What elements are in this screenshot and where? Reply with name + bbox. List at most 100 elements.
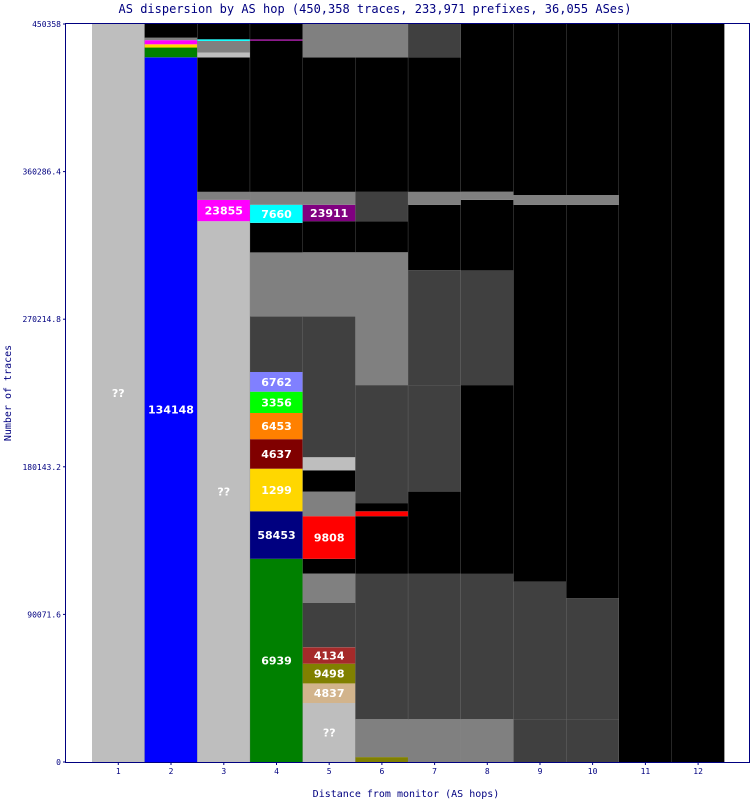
bar-segment-hop6-11 (355, 24, 409, 58)
segment-label-hop1-0: ?? (112, 387, 125, 400)
segment-label-hop3-1: 23855 (205, 205, 243, 218)
bar-segment-hop1-0 (92, 24, 145, 762)
bar-segment-hop5-11 (302, 316, 356, 458)
x-tick-label-4: 4 (274, 767, 279, 776)
segment-label-hop3-0: ?? (217, 486, 230, 499)
segment-label-hop5-14: 23911 (310, 207, 348, 220)
bar-segment-hop2-0 (144, 57, 198, 762)
bar-segment-hop4-9 (250, 222, 303, 253)
hop-bar-7 (408, 24, 462, 762)
segment-label-hop5-0: ?? (323, 727, 336, 740)
x-tick-label-3: 3 (221, 767, 226, 776)
hop-bar-6 (355, 24, 409, 762)
bar-segment-hop6-6 (355, 385, 409, 504)
x-tick-label-7: 7 (432, 767, 437, 776)
bar-segment-hop5-3 (302, 647, 356, 664)
bar-segment-hop3-3 (197, 57, 251, 192)
bar-segment-hop6-9 (355, 191, 409, 222)
bar-segment-hop9-2 (513, 204, 567, 582)
hop-bar-1: ?? (92, 24, 145, 762)
bar-segment-hop9-1 (513, 581, 567, 720)
bar-segment-hop7-2 (408, 491, 461, 574)
bar-segment-hop5-9 (302, 470, 356, 492)
bar-segment-hop3-5 (197, 41, 251, 53)
hop-bar-5: ?? 4837 9498 4134 9808 23911 (302, 24, 356, 762)
y-tick-label-0: 0 (56, 758, 61, 767)
bar-segment-hop3-7 (197, 24, 251, 40)
bar-segment-hop4-13 (250, 39, 303, 41)
bar-segment-hop5-0 (302, 703, 356, 762)
bar-segment-hop12-0 (671, 24, 725, 762)
x-tick-label-6: 6 (379, 767, 384, 776)
bar-segment-hop5-16 (302, 57, 356, 192)
bar-segment-hop8-4 (460, 199, 514, 271)
bar-segment-hop5-14 (302, 204, 356, 222)
chart-title: AS dispersion by AS hop (450,358 traces,… (119, 2, 632, 16)
bar-segment-hop4-3 (250, 439, 303, 469)
bar-segment-hop5-5 (302, 573, 356, 603)
bar-segment-hop4-8 (250, 252, 303, 317)
bar-segment-hop7-8 (408, 24, 461, 58)
bar-segment-hop7-0 (408, 719, 461, 762)
x-tick-label-1: 1 (116, 767, 121, 776)
bar-segment-hop4-7 (250, 316, 303, 372)
bar-segment-hop6-1 (355, 719, 409, 758)
bar-segment-hop4-10 (250, 204, 303, 223)
bar-segment-hop2-4 (144, 37, 198, 41)
bar-segment-hop5-15 (302, 191, 356, 205)
bar-segment-hop2-3 (144, 40, 198, 45)
bar-segment-hop5-1 (302, 683, 356, 703)
x-axis: 1 2 3 4 5 6 7 8 9 10 11 12 (116, 762, 703, 776)
bar-segment-hop5-17 (302, 24, 356, 58)
hop-bars: ?? 134148?? 23855 6939 58453 1299 4637 6453 3356… (92, 24, 725, 762)
hop-bar-8 (460, 24, 514, 762)
bar-segment-hop6-0 (355, 757, 409, 762)
hop-bar-9 (513, 24, 567, 762)
bar-segment-hop3-4 (197, 52, 251, 58)
bar-segment-hop3-2 (197, 191, 251, 200)
segment-label-hop4-2: 1299 (261, 484, 292, 497)
bar-segment-hop5-8 (302, 491, 356, 517)
bar-segment-hop4-11 (250, 191, 303, 205)
bar-segment-hop8-5 (460, 191, 514, 200)
segment-label-hop4-6: 6762 (261, 376, 292, 389)
bar-segment-hop5-2 (302, 663, 356, 684)
bar-segment-hop5-6 (302, 558, 356, 574)
hop-bar-4: 6939 58453 1299 4637 6453 3356 6762 7660 (250, 24, 304, 762)
bar-segment-hop6-10 (355, 57, 409, 192)
x-tick-label-12: 12 (693, 767, 703, 776)
segment-label-hop4-0: 6939 (261, 654, 292, 667)
bar-segment-hop4-1 (250, 511, 303, 559)
bar-segment-hop7-5 (408, 204, 461, 271)
bar-segment-hop4-2 (250, 468, 303, 512)
hop-bar-11 (619, 24, 673, 762)
bar-segment-hop4-6 (250, 372, 303, 392)
bar-segment-hop5-12 (302, 252, 356, 317)
bar-segment-hop2-1 (144, 47, 198, 58)
hop-bar-2: 134148 (144, 24, 198, 762)
bar-segment-hop8-1 (460, 573, 514, 720)
bar-segment-hop8-0 (460, 719, 514, 762)
x-tick-label-9: 9 (538, 767, 543, 776)
bar-segment-hop5-4 (302, 603, 356, 648)
y-tick-label-2: 180143.2 (22, 463, 61, 472)
bar-segment-hop7-3 (408, 385, 461, 492)
x-tick-label-2: 2 (169, 767, 174, 776)
bar-segment-hop4-4 (250, 413, 303, 440)
segment-label-hop5-3: 4134 (314, 650, 345, 663)
bar-segment-hop2-5 (144, 24, 198, 38)
bar-segment-hop11-0 (619, 24, 672, 762)
segment-label-hop5-7: 9808 (314, 532, 345, 545)
bar-segment-hop6-2 (355, 573, 409, 720)
bar-segment-hop8-6 (460, 24, 514, 192)
bar-segment-hop3-6 (197, 39, 251, 41)
x-tick-label-5: 5 (327, 767, 332, 776)
segment-label-hop2-0: 134148 (148, 404, 194, 417)
segment-label-hop4-4: 6453 (261, 420, 292, 433)
bar-segment-hop10-3 (566, 195, 619, 205)
segment-label-hop4-10: 7660 (261, 208, 292, 221)
bar-segment-hop9-4 (513, 24, 567, 195)
bar-segment-hop5-7 (302, 516, 356, 559)
bar-segment-hop4-0 (250, 558, 303, 762)
